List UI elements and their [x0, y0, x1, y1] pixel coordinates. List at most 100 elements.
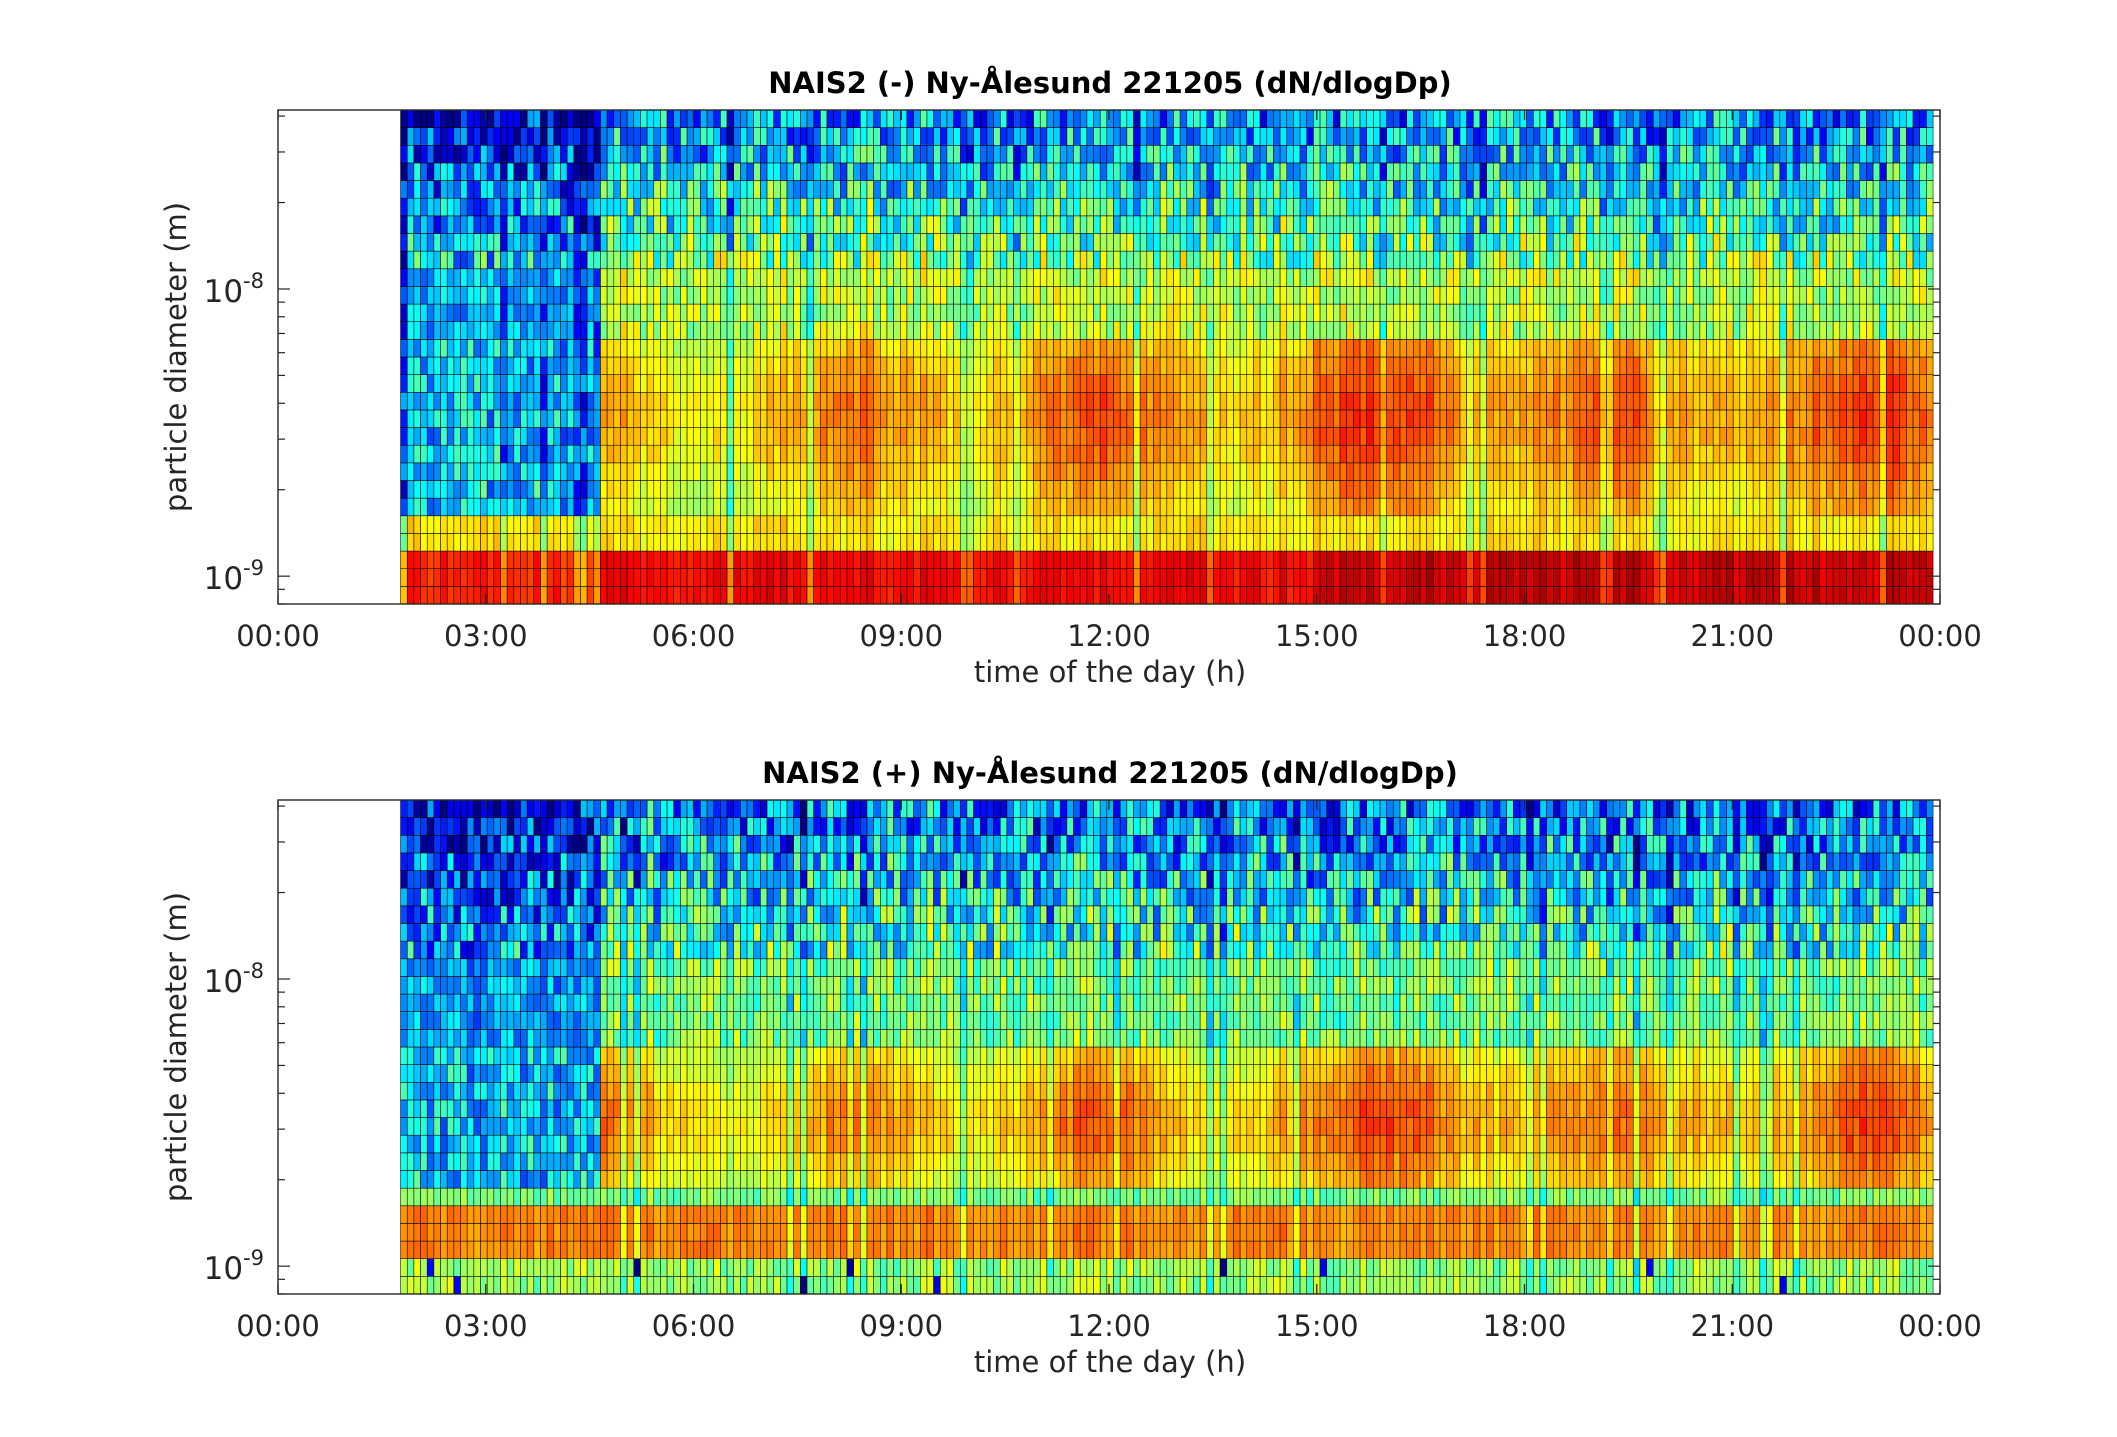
heatmap-cell: [1239, 162, 1248, 181]
heatmap-cell: [1053, 409, 1061, 428]
heatmap-cell: [1419, 374, 1427, 393]
heatmap-cell: [740, 427, 748, 446]
heatmap-cell: [1546, 356, 1554, 375]
heatmap-cell: [593, 533, 601, 552]
heatmap-cell: [1219, 515, 1228, 534]
heatmap-cell: [1033, 197, 1041, 217]
heatmap-cell: [1326, 533, 1334, 552]
heatmap-cell: [573, 444, 581, 464]
heatmap-cell: [746, 180, 754, 199]
heatmap-cell: [1539, 515, 1547, 534]
heatmap-cell: [1253, 586, 1261, 605]
heatmap-cell: [1239, 233, 1248, 252]
heatmap-cell: [780, 339, 788, 358]
heatmap-cell: [786, 392, 794, 411]
heatmap-cell: [946, 321, 954, 340]
heatmap-cell: [920, 550, 928, 569]
heatmap-cell: [1139, 233, 1148, 252]
heatmap-cell: [1246, 321, 1254, 340]
heatmap-cell: [1319, 180, 1328, 199]
heatmap-cell: [946, 568, 954, 587]
heatmap-cell: [1533, 303, 1541, 322]
heatmap-cell: [1373, 109, 1381, 128]
heatmap-cell: [1466, 533, 1474, 552]
heatmap-cell: [1353, 462, 1361, 481]
heatmap-cell: [646, 321, 655, 340]
heatmap-cell: [1572, 286, 1581, 305]
heatmap-cell: [886, 392, 894, 411]
heatmap-cell: [1486, 303, 1494, 322]
heatmap-cell: [1253, 109, 1261, 128]
heatmap-cell: [1439, 321, 1447, 340]
heatmap-cell: [893, 250, 901, 270]
heatmap-cell: [1066, 233, 1074, 252]
heatmap-cell: [1486, 427, 1494, 446]
heatmap-cell: [1379, 515, 1387, 534]
heatmap-cell: [633, 215, 641, 234]
heatmap-cell: [606, 162, 615, 181]
heatmap-cell: [1433, 374, 1441, 393]
heatmap-cell: [533, 568, 541, 587]
heatmap-cell: [1493, 145, 1501, 164]
heatmap-cell: [513, 533, 521, 552]
heatmap-cell: [1106, 286, 1114, 305]
heatmap-cell: [1406, 127, 1414, 146]
heatmap-cell: [900, 180, 908, 199]
heatmap-cell: [706, 268, 715, 287]
heatmap-cell: [440, 374, 448, 393]
heatmap-cell: [806, 515, 814, 534]
heatmap-cell: [1493, 250, 1501, 270]
heatmap-cell: [1479, 497, 1487, 517]
heatmap-cell: [753, 374, 761, 393]
heatmap-cell: [1006, 409, 1014, 428]
heatmap-cell: [1013, 497, 1021, 517]
heatmap-cell: [420, 145, 428, 164]
heatmap-cell: [1093, 515, 1101, 534]
heatmap-cell: [1139, 533, 1148, 552]
heatmap-cell: [1166, 568, 1174, 587]
heatmap-cell: [1533, 250, 1541, 270]
heatmap-cell: [906, 568, 914, 587]
heatmap-cell: [1239, 356, 1248, 375]
heatmap-cell: [800, 568, 808, 587]
heatmap-cell: [640, 586, 648, 605]
heatmap-cell: [1466, 321, 1474, 340]
heatmap-cell: [406, 339, 415, 358]
heatmap-cell: [893, 550, 901, 569]
heatmap-cell: [646, 409, 655, 428]
heatmap-cell: [500, 497, 508, 517]
heatmap-cell: [473, 127, 481, 146]
heatmap-cell: [1066, 409, 1074, 428]
heatmap-cell: [1526, 427, 1534, 446]
heatmap-cell: [500, 303, 508, 322]
heatmap-cell: [1459, 109, 1467, 128]
heatmap-cell: [1106, 197, 1114, 217]
heatmap-cell: [1186, 321, 1194, 340]
heatmap-cell: [626, 339, 635, 358]
heatmap-cell: [1106, 462, 1114, 481]
heatmap-cell: [766, 127, 774, 146]
heatmap-cell: [906, 444, 914, 464]
heatmap-cell: [986, 197, 994, 217]
heatmap-cell: [1053, 444, 1061, 464]
heatmap-cell: [540, 427, 548, 446]
heatmap-cell: [999, 444, 1008, 464]
heatmap-cell: [460, 233, 468, 252]
heatmap-cell: [1273, 409, 1281, 428]
heatmap-cell: [1039, 568, 1048, 587]
heatmap-cell: [846, 462, 854, 481]
heatmap-cell: [593, 286, 601, 305]
heatmap-cell: [1086, 321, 1094, 340]
heatmap-cell: [613, 444, 621, 464]
heatmap-cell: [1313, 233, 1321, 252]
heatmap-cell: [573, 109, 581, 128]
heatmap-cell: [1313, 462, 1321, 481]
heatmap-cell: [973, 550, 981, 569]
heatmap-cell: [1333, 550, 1341, 569]
heatmap-cell: [1346, 180, 1354, 199]
heatmap-cell: [1166, 444, 1174, 464]
heatmap-cell: [1326, 197, 1334, 217]
heatmap-cell: [746, 250, 754, 270]
heatmap-cell: [640, 127, 648, 146]
